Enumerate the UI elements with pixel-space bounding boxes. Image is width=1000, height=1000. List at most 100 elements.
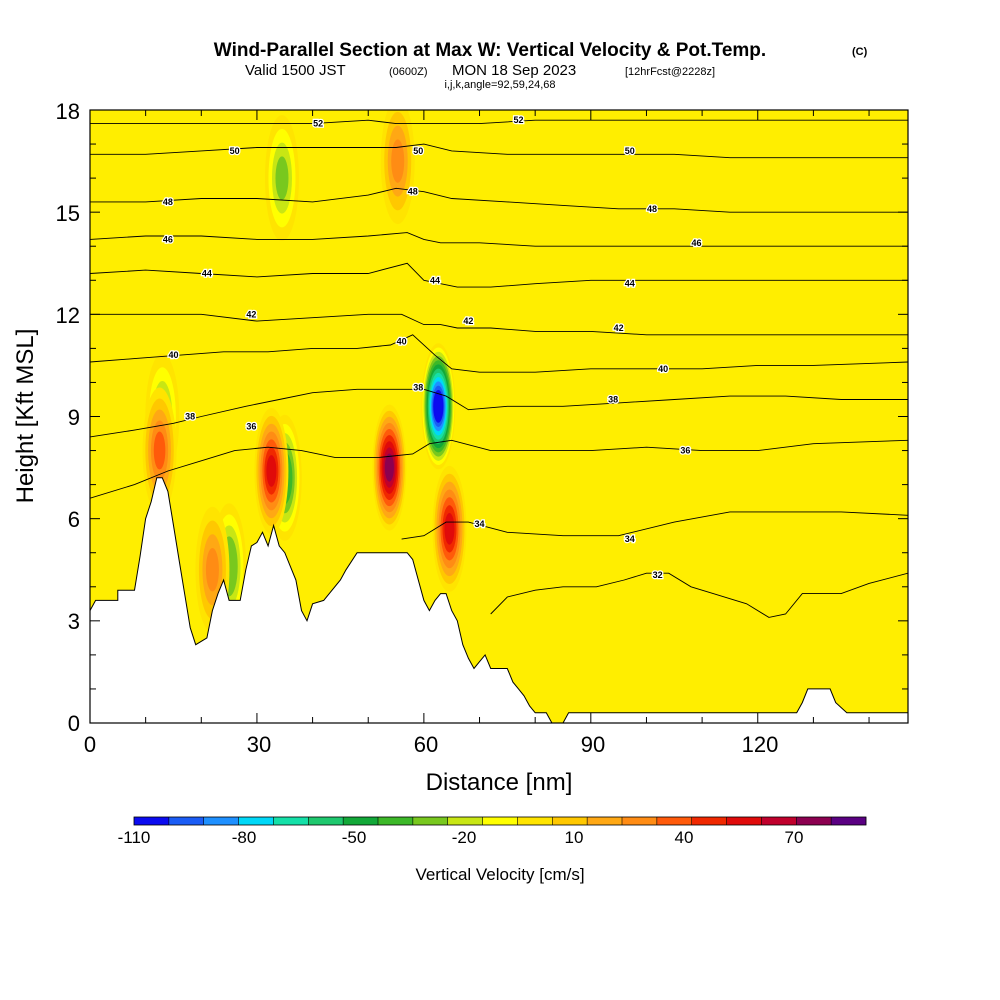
- colorbar-swatch: [482, 817, 518, 825]
- theta-contour-label: 52: [313, 119, 323, 129]
- x-tick-labels: 0 30 60 90 120: [84, 732, 778, 757]
- colorbar-swatch: [238, 817, 274, 825]
- theta-contour-label: 34: [475, 519, 485, 529]
- x-axis-label: Distance [nm]: [426, 769, 573, 796]
- x-tick-label: 0: [84, 732, 96, 757]
- theta-contour-line: [490, 572, 908, 618]
- colorbar-swatch: [343, 817, 379, 825]
- theta-contour-line: [90, 313, 908, 336]
- theta-contour-line: [90, 143, 908, 159]
- valid-prefix: Valid 1500 JST: [245, 62, 346, 79]
- y-tick-label: 12: [56, 303, 80, 328]
- theta-contour-label: 38: [185, 412, 195, 422]
- theta-contour-label: 40: [397, 337, 407, 347]
- theta-contour-label: 38: [413, 383, 423, 393]
- theta-contour-label: 44: [625, 279, 635, 289]
- theta-contour-line: [90, 334, 908, 373]
- theta-contour-label: 32: [653, 570, 663, 580]
- theta-contour-line: [90, 187, 908, 213]
- colorbar-swatch: [587, 817, 623, 825]
- theta-contour-label: 44: [430, 275, 440, 285]
- valid-date: MON 18 Sep 2023: [452, 62, 576, 79]
- grid-indices: i,j,k,angle=92,59,24,68: [444, 79, 555, 91]
- theta-contour-label: 48: [163, 197, 173, 207]
- axis-ticks: [89, 109, 908, 724]
- valid-time-line: Valid 1500 JST (0600Z) MON 18 Sep 2023 […: [245, 62, 715, 79]
- theta-contour-label: 50: [413, 146, 423, 156]
- theta-contour-label: 44: [202, 268, 212, 278]
- downdraft-core: [275, 156, 289, 200]
- colorbar-swatch: [691, 817, 727, 825]
- colorbar-tick-label: -20: [452, 828, 477, 847]
- updraft-core: [391, 139, 405, 183]
- colorbar-swatch: [203, 817, 239, 825]
- colorbar-swatch: [831, 817, 867, 825]
- y-axis-label: Height [Kft MSL]: [12, 329, 39, 504]
- theta-contour-label: 46: [692, 238, 702, 248]
- theta-contour-line: [401, 511, 908, 540]
- updraft-core: [205, 548, 219, 592]
- theta-contour-label: 38: [608, 394, 618, 404]
- theta-contour-label: 40: [168, 350, 178, 360]
- colorbar-swatch: [726, 817, 762, 825]
- chart-title: Wind-Parallel Section at Max W: Vertical…: [214, 40, 766, 61]
- downdraft-core: [434, 394, 443, 419]
- x-tick-label: 30: [247, 732, 271, 757]
- plot-area: 32 34 34 36 36 38 38 38 40 40 40 42 42 42 44 44 44 46 46 48…: [89, 109, 909, 724]
- colorbar-tick-label: 70: [785, 828, 804, 847]
- colorbar-tick-label: -110: [118, 828, 151, 847]
- colorbar-tick-label: 10: [565, 828, 584, 847]
- y-tick-label: 6: [68, 507, 80, 532]
- theta-contour-line: [90, 388, 908, 438]
- colorbar-swatch: [412, 817, 449, 825]
- y-tick-labels: 0 3 6 9 12 15 18: [56, 99, 80, 736]
- theta-contour-label: 52: [513, 115, 523, 125]
- colorbar-tick-labels: -110 -80 -50 -20 10 40 70: [118, 828, 804, 847]
- theta-contour-line: [90, 262, 908, 288]
- theta-contour-label: 42: [463, 316, 473, 326]
- velocity-field: [142, 110, 467, 633]
- theta-contour-label: 40: [658, 364, 668, 374]
- y-tick-label: 9: [68, 405, 80, 430]
- copyright-mark: (C): [852, 46, 868, 58]
- colorbar-tick-label: -50: [342, 828, 367, 847]
- colorbar-tick-label: -80: [232, 828, 257, 847]
- updraft-core: [153, 431, 166, 470]
- theta-contour-label: 34: [625, 534, 635, 544]
- updraft-core: [266, 455, 277, 487]
- theta-contour-label: 42: [614, 323, 624, 333]
- theta-contour-line: [90, 232, 908, 247]
- colorbar-swatch: [168, 817, 205, 825]
- colorbar-swatch: [447, 817, 483, 825]
- theta-contour-label: 36: [680, 446, 690, 456]
- theta-contour-label: 46: [163, 234, 173, 244]
- theta-contour-label: 50: [625, 146, 635, 156]
- colorbar-swatch: [378, 817, 414, 825]
- colorbar-swatch: [796, 817, 832, 825]
- colorbar-swatch: [622, 817, 658, 825]
- colorbar-frame: [133, 816, 867, 826]
- colorbar-tick-label: 40: [675, 828, 694, 847]
- x-tick-label: 60: [414, 732, 438, 757]
- theta-contour-label: 48: [647, 204, 657, 214]
- theta-contour-label: 36: [246, 422, 256, 432]
- theta-contour-label: 50: [230, 146, 240, 156]
- colorbar-swatch: [273, 817, 309, 825]
- updraft-core: [384, 453, 394, 482]
- colorbar-swatch: [517, 817, 553, 825]
- theta-contour-line: [90, 119, 908, 125]
- colorbar-swatch: [308, 817, 344, 825]
- updraft-core: [444, 513, 455, 545]
- colorbar-swatch: [552, 817, 588, 825]
- y-tick-label: 18: [56, 99, 80, 124]
- theta-contours: 32 34 34 36 36 38 38 38 40 40 40 42 42 42 44 44 44 46 46 48…: [90, 114, 908, 618]
- colorbar-title: Vertical Velocity [cm/s]: [415, 865, 584, 884]
- colorbar-swatch: [134, 817, 170, 825]
- valid-utc: (0600Z): [389, 66, 428, 78]
- theta-contour-label: 48: [408, 187, 418, 197]
- colorbar: [133, 816, 867, 826]
- theta-contour-line: [90, 439, 908, 499]
- y-tick-label: 15: [56, 201, 80, 226]
- y-tick-label: 0: [68, 711, 80, 736]
